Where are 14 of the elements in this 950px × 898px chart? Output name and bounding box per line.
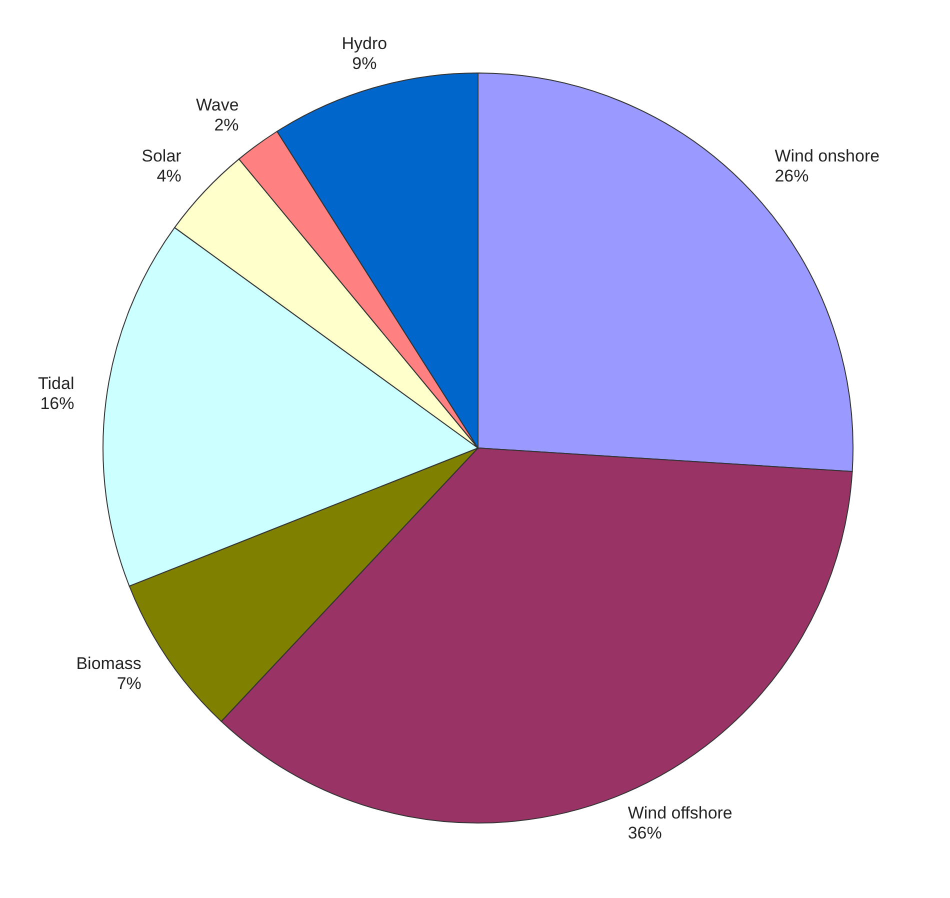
data-label: 16%: [40, 394, 74, 413]
slice-label: Solar: [142, 146, 182, 166]
data-label: 36%: [628, 823, 662, 842]
data-label: 9%: [352, 54, 377, 74]
slice-label: Hydro: [342, 34, 388, 54]
data-label: 26%: [774, 166, 809, 186]
slice-label: Tidal: [38, 374, 74, 393]
data-label: 4%: [156, 166, 182, 186]
slice-label: Wind offshore: [628, 803, 732, 822]
slice-label: Wave: [196, 96, 239, 115]
slice-label: Wind onshore: [774, 146, 880, 166]
data-label: 7%: [116, 674, 142, 693]
data-label: 2%: [214, 116, 239, 135]
slice-label: Biomass: [76, 654, 142, 673]
